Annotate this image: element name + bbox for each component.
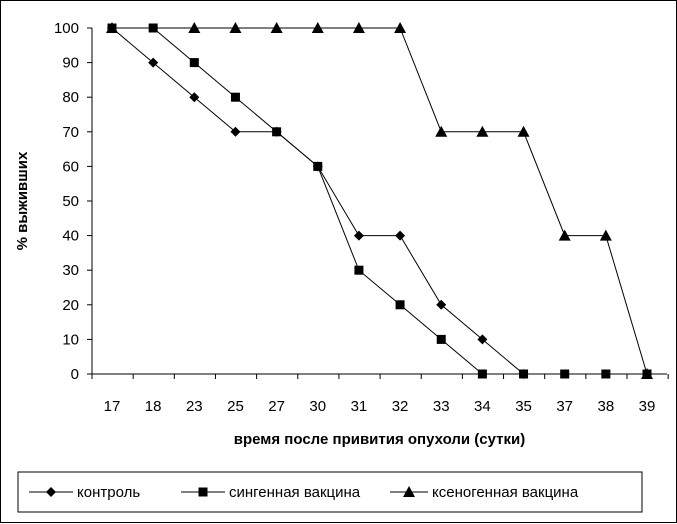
x-tick-label: 38: [598, 398, 615, 415]
x-tick-label: 34: [474, 398, 491, 415]
y-tick-label: 80: [62, 89, 79, 106]
data-point-triangle: [270, 22, 283, 33]
legend-label: контроль: [77, 484, 140, 501]
x-tick-label: 18: [145, 398, 162, 415]
data-point-diamond: [436, 299, 447, 310]
data-point-triangle: [599, 229, 612, 241]
x-tick-label: 35: [515, 398, 532, 415]
series-line-2: [112, 27, 648, 375]
x-tick-label: 27: [268, 398, 285, 415]
y-axis-ticks: 0 10 20 30 40 50 60 70 80 90 100: [54, 20, 92, 383]
data-point-square: [189, 58, 199, 68]
x-tick-label: 17: [104, 398, 121, 415]
data-point-square: [354, 265, 364, 275]
data-point-square: [436, 334, 446, 344]
data-point-triangle: [476, 125, 489, 137]
data-point-triangle: [229, 22, 242, 33]
x-tick-label: 25: [227, 398, 244, 415]
x-tick-label: 33: [433, 398, 450, 415]
data-point-triangle: [394, 22, 407, 33]
data-point-square: [148, 23, 158, 33]
legend-marker-square: [198, 487, 208, 497]
x-tick-label: 31: [351, 398, 368, 415]
x-tick-label: 39: [639, 398, 656, 415]
data-point-square: [230, 92, 240, 102]
legend-box: [17, 471, 643, 513]
data-point-triangle: [558, 229, 571, 241]
data-point-triangle: [435, 125, 448, 137]
y-tick-label: 20: [62, 297, 79, 314]
legend-marker-diamond: [46, 487, 56, 497]
x-axis-ticks: 17 18 23 25 27 30 31 32 33 34 35 37 38 39: [91, 374, 669, 415]
legend-marker-triangle: [403, 486, 415, 497]
x-tick-label: 32: [392, 398, 409, 415]
y-tick-label: 90: [62, 55, 79, 72]
legend: контроль сингенная вакцина ксеногенная вак…: [17, 471, 643, 513]
data-point-diamond: [395, 230, 406, 241]
data-point-square: [313, 161, 323, 171]
data-point-square: [395, 300, 405, 310]
series-line-1: [112, 27, 647, 375]
y-tick-label: 40: [62, 228, 79, 245]
data-point-diamond: [230, 126, 241, 137]
data-point-diamond: [477, 334, 488, 345]
data-point-triangle: [311, 22, 324, 33]
data-point-triangle: [517, 125, 530, 137]
x-tick-label: 23: [186, 398, 203, 415]
data-point-triangle: [188, 22, 201, 33]
y-tick-label: 30: [62, 262, 79, 279]
data-point-triangle: [106, 22, 118, 33]
data-point-diamond: [353, 230, 364, 241]
data-point-diamond: [148, 57, 159, 68]
y-tick-label: 60: [62, 158, 79, 175]
y-tick-label: 70: [62, 124, 79, 141]
series-lines: [111, 27, 648, 375]
y-axis-title: % выживших: [14, 151, 31, 250]
legend-label: сингенная вакцина: [229, 484, 361, 501]
data-point-diamond: [189, 92, 200, 103]
y-tick-label: 100: [54, 20, 79, 37]
x-tick-label: 30: [309, 398, 326, 415]
legend-label: ксеногенная вакцина: [432, 484, 579, 501]
y-tick-label: 0: [71, 366, 79, 383]
data-point-triangle: [352, 22, 365, 33]
series-line-0: [111, 27, 524, 375]
y-tick-label: 50: [62, 193, 79, 210]
data-point-square: [272, 127, 282, 137]
x-axis-title: время после привития опухоли (сутки): [234, 431, 525, 448]
x-tick-label: 37: [556, 398, 573, 415]
y-tick-label: 10: [62, 331, 79, 348]
series-markers: [106, 22, 653, 379]
